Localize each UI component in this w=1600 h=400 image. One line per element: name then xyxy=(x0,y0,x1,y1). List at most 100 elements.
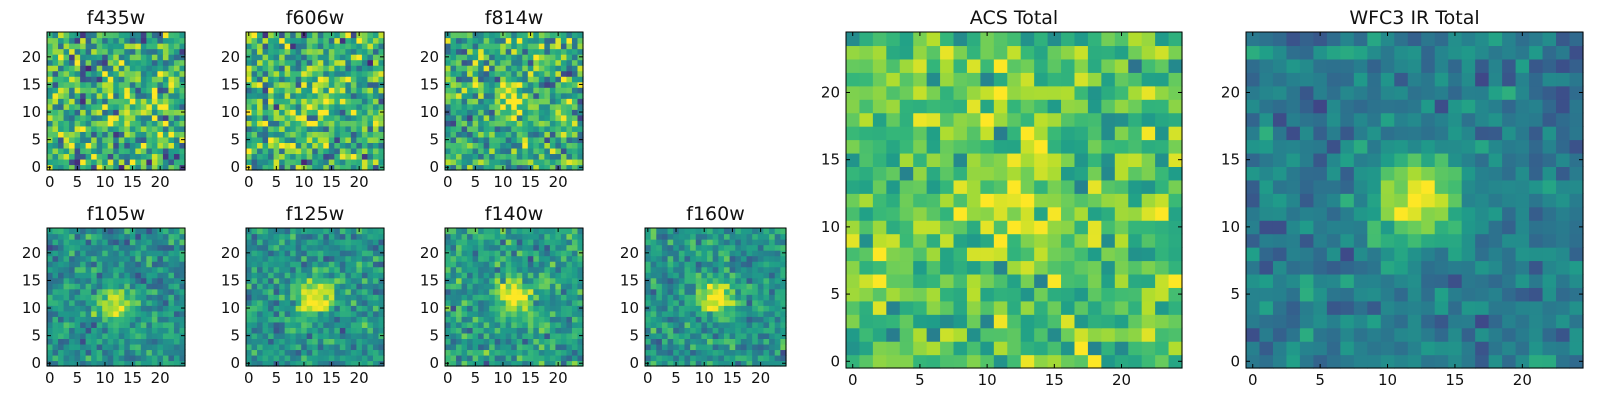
heatmap-cell xyxy=(312,87,319,94)
heatmap-cell xyxy=(339,70,346,77)
heatmap-cell xyxy=(162,158,170,166)
heatmap-cell xyxy=(483,65,490,72)
heatmap-cell xyxy=(74,109,81,116)
heatmap-cell xyxy=(328,261,335,268)
heatmap-cell xyxy=(301,349,308,356)
heatmap-cell xyxy=(284,310,291,317)
heatmap-cell xyxy=(257,272,264,279)
heatmap-cell xyxy=(544,266,551,273)
heatmap-cell xyxy=(162,266,170,273)
heatmap-cell xyxy=(173,76,181,83)
heatmap-cell xyxy=(173,294,181,301)
heatmap-cell xyxy=(735,239,742,246)
heatmap-cell xyxy=(129,288,136,295)
heatmap-cell xyxy=(980,341,995,356)
heatmap-cell xyxy=(467,332,474,339)
heatmap-cell xyxy=(361,120,369,127)
heatmap-cell xyxy=(124,32,131,39)
heatmap-cell xyxy=(378,261,385,268)
heatmap-cell xyxy=(328,76,335,83)
heatmap-cell xyxy=(124,125,131,132)
heatmap-cell xyxy=(246,37,253,44)
heatmap-cell xyxy=(129,349,136,356)
heatmap-cell xyxy=(312,98,319,105)
heatmap-cell xyxy=(872,206,887,221)
heatmap-cell xyxy=(886,260,901,275)
heatmap-cell xyxy=(372,327,380,334)
heatmap-cell xyxy=(102,266,109,273)
heatmap-cell xyxy=(450,153,457,160)
heatmap-cell xyxy=(1061,300,1076,315)
heatmap-cell xyxy=(179,131,186,138)
heatmap-cell xyxy=(279,142,286,149)
heatmap-cell xyxy=(926,220,941,235)
heatmap-cell xyxy=(113,228,120,235)
heatmap-cell xyxy=(656,321,663,328)
heatmap-cell xyxy=(538,233,545,240)
heatmap-cell xyxy=(980,220,995,235)
heatmap-cell xyxy=(538,332,545,339)
heatmap-cell xyxy=(740,228,748,235)
heatmap-cell xyxy=(91,266,98,273)
heatmap-cell xyxy=(533,103,540,110)
heatmap-cell xyxy=(450,239,457,246)
heatmap-cell xyxy=(80,87,87,94)
heatmap-cell xyxy=(489,277,496,284)
heatmap-cell xyxy=(345,343,352,351)
heatmap-cell xyxy=(334,98,341,105)
heatmap-cell xyxy=(246,343,253,351)
heatmap-cell xyxy=(650,343,657,351)
heatmap-cell xyxy=(1168,206,1183,221)
heatmap-cell xyxy=(118,354,125,362)
heatmap-cell xyxy=(135,65,142,72)
heatmap-cell xyxy=(456,321,463,328)
heatmap-cell xyxy=(661,283,669,290)
heatmap-cell xyxy=(168,332,175,339)
heatmap-cell xyxy=(102,48,109,55)
heatmap-cell xyxy=(445,43,452,50)
heatmap-cell xyxy=(323,103,330,110)
heatmap-cell xyxy=(295,360,302,367)
heatmap-cell xyxy=(306,277,313,284)
heatmap-cell xyxy=(549,103,556,110)
heatmap-cell xyxy=(678,332,686,339)
heatmap-cell xyxy=(107,338,114,345)
heatmap-cell xyxy=(290,92,297,99)
heatmap-cell xyxy=(953,193,968,208)
heatmap-cell xyxy=(162,354,170,362)
heatmap-cell xyxy=(63,32,70,39)
heatmap-cell xyxy=(168,158,175,166)
heatmap-cell xyxy=(135,332,142,339)
heatmap-cell xyxy=(872,166,887,181)
heatmap-cell xyxy=(450,244,457,251)
heatmap-cell xyxy=(571,321,579,328)
heatmap-cell xyxy=(345,305,352,312)
heatmap-cell xyxy=(339,299,346,306)
heatmap-cell xyxy=(323,255,330,262)
heatmap-cell xyxy=(757,354,765,362)
heatmap-cell xyxy=(735,354,742,362)
heatmap-cell xyxy=(151,158,158,166)
heatmap-cell xyxy=(378,283,385,290)
heatmap-cell xyxy=(251,158,258,166)
heatmap-cell xyxy=(91,239,98,246)
heatmap-cell xyxy=(295,54,302,61)
heatmap-cell xyxy=(729,343,736,351)
heatmap-cell xyxy=(102,114,109,121)
heatmap-cell xyxy=(494,59,501,66)
heatmap-cell xyxy=(516,316,523,323)
heatmap-cell xyxy=(268,255,275,262)
heatmap-cell xyxy=(774,255,781,262)
heatmap-cell xyxy=(317,131,324,138)
heatmap-cell xyxy=(113,299,120,306)
heatmap-cell xyxy=(279,360,286,367)
heatmap-cell xyxy=(740,349,748,356)
heatmap-cell xyxy=(701,239,708,246)
heatmap-cell xyxy=(461,109,468,116)
heatmap-cell xyxy=(91,228,98,235)
heatmap-cell xyxy=(527,87,534,94)
heatmap-cell xyxy=(47,283,54,290)
heatmap-cell xyxy=(301,109,308,116)
heatmap-cell xyxy=(516,109,523,116)
heatmap-cell xyxy=(179,70,186,77)
